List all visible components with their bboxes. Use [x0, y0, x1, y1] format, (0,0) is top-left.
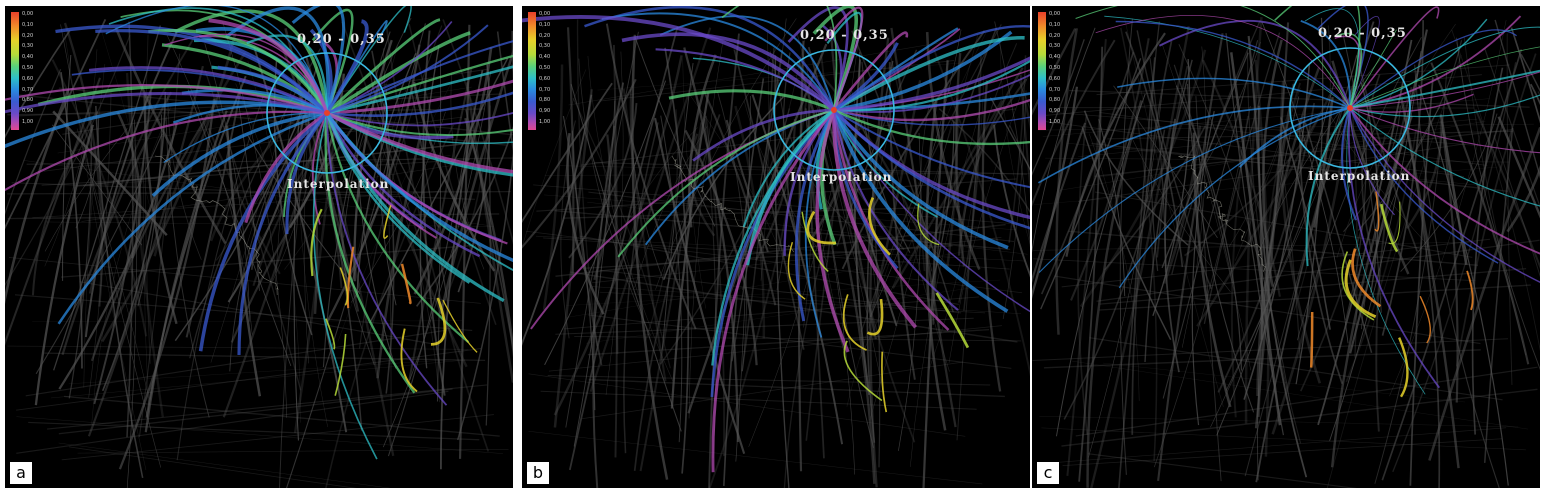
color-legend: 0,00 0,10 0,20 0,30 0,40 0,50 0,60 0,70 … — [11, 9, 41, 132]
range-label: 0,20 - 0,35 — [297, 32, 386, 47]
trajectory-field — [5, 6, 513, 488]
trajectory-field — [522, 6, 1030, 488]
legend-ticks: 0,00 0,10 0,20 0,30 0,40 0,50 0,60 0,70 … — [22, 9, 33, 128]
legend-tick: 0,30 — [539, 43, 551, 50]
legend-color-bar — [528, 12, 536, 130]
legend-tick: 0,80 — [1049, 97, 1061, 104]
legend-tick: 0,20 — [1049, 32, 1061, 39]
legend-tick: 0,90 — [1049, 108, 1061, 115]
legend-tick: 1,00 — [1049, 118, 1061, 125]
legend-tick: 1,00 — [22, 118, 34, 125]
focus-center — [1347, 105, 1353, 111]
legend-tick: 0,00 — [539, 11, 551, 17]
range-label: 0,20 - 0,35 — [800, 28, 889, 43]
interpolation-label: Interpolation — [287, 177, 390, 191]
legend-tick: 0,70 — [22, 86, 34, 93]
legend-tick: 0,40 — [22, 54, 34, 61]
legend-tick: 0,80 — [539, 97, 551, 104]
legend-tick: 0,70 — [1049, 86, 1061, 93]
legend-tick: 0,00 — [1049, 11, 1061, 17]
legend-tick: 0,30 — [22, 43, 34, 50]
legend-tick: 0,50 — [22, 64, 34, 71]
legend-tick: 0,60 — [22, 75, 34, 82]
legend-tick: 0,70 — [539, 86, 551, 93]
focus-circle — [773, 49, 895, 171]
panel-a: 0,00 0,10 0,20 0,30 0,40 0,50 0,60 0,70 … — [5, 6, 513, 488]
legend-tick: 0,20 — [539, 32, 551, 39]
interpolation-label: Interpolation — [1308, 169, 1411, 183]
boundary-lines — [1178, 155, 1266, 272]
legend-tick: 0,50 — [539, 64, 551, 71]
legend-tick: 0,40 — [539, 54, 551, 61]
focus-center — [831, 107, 837, 113]
legend-tick: 0,40 — [1049, 54, 1061, 61]
panel-tag: b — [527, 462, 549, 484]
highlighted-trajectories — [522, 6, 1030, 473]
highlighted-trajectories — [5, 6, 513, 460]
legend-tick: 0,90 — [539, 108, 551, 115]
legend-ticks: 0,00 0,10 0,20 0,30 0,40 0,50 0,60 0,70 … — [1049, 9, 1060, 128]
legend-tick: 0,60 — [539, 75, 551, 82]
focus-circle — [266, 52, 388, 174]
legend-color-bar — [1038, 12, 1046, 130]
trajectory-field — [1032, 6, 1540, 488]
legend-tick: 1,00 — [539, 118, 551, 125]
legend-color-bar — [11, 12, 19, 130]
color-legend: 0,00 0,10 0,20 0,30 0,40 0,50 0,60 0,70 … — [1038, 9, 1068, 132]
focus-circle — [1289, 47, 1411, 169]
highlighted-trajectories — [1037, 6, 1540, 398]
color-legend: 0,00 0,10 0,20 0,30 0,40 0,50 0,60 0,70 … — [528, 9, 558, 132]
legend-tick: 0,50 — [1049, 64, 1061, 71]
legend-tick: 0,10 — [22, 21, 34, 28]
range-label: 0,20 - 0,35 — [1318, 26, 1407, 41]
legend-tick: 0,90 — [22, 108, 34, 115]
panel-tag: a — [10, 462, 32, 484]
boundary-lines — [671, 155, 795, 253]
boundary-lines — [154, 155, 279, 296]
legend-tick: 0,60 — [1049, 75, 1061, 82]
legend-ticks: 0,00 0,10 0,20 0,30 0,40 0,50 0,60 0,70 … — [539, 9, 550, 128]
interpolation-label: Interpolation — [790, 170, 893, 184]
legend-tick: 0,30 — [1049, 43, 1061, 50]
legend-tick: 0,10 — [1049, 21, 1061, 28]
panel-b: 0,00 0,10 0,20 0,30 0,40 0,50 0,60 0,70 … — [522, 6, 1030, 488]
legend-tick: 0,10 — [539, 21, 551, 28]
panel-c: 0,00 0,10 0,20 0,30 0,40 0,50 0,60 0,70 … — [1032, 6, 1540, 488]
focus-center — [324, 110, 330, 116]
legend-tick: 0,00 — [22, 11, 34, 17]
panel-tag: c — [1037, 462, 1059, 484]
legend-tick: 0,80 — [22, 97, 34, 104]
legend-tick: 0,20 — [22, 32, 34, 39]
